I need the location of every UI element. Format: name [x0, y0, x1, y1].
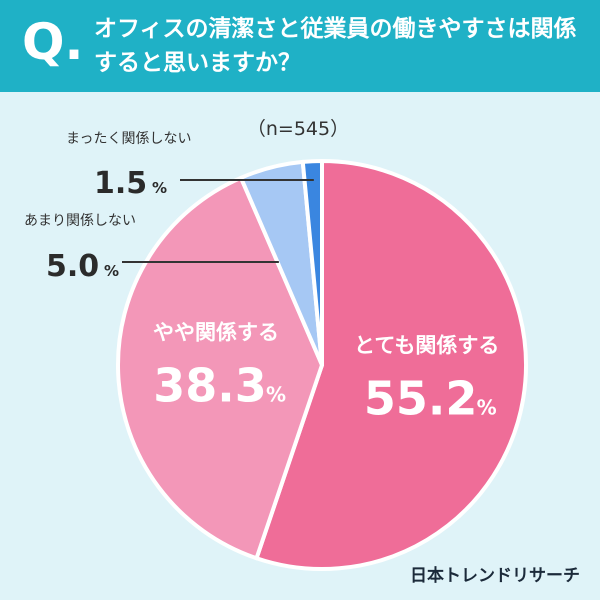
slice-label-name-2: あまり関係しない — [24, 213, 136, 229]
slice-label-value-2: 5.0 — [46, 249, 99, 284]
sample-size: （n=545） — [247, 118, 349, 140]
question-header: Q. オフィスの清潔さと従業員の働きやすさは関係すると思いますか？ — [0, 0, 600, 92]
slice-label-unit-0: % — [477, 395, 497, 419]
slice-label-name-1: やや関係する — [153, 320, 279, 344]
pie-slice-1 — [116, 175, 324, 561]
slice-label-value-1: 38.3 — [153, 358, 267, 412]
question-mark: Q. — [22, 13, 84, 71]
slice-label-name-3: まったく関係しない — [66, 131, 191, 147]
slice-label-unit-3: % — [152, 179, 167, 197]
slice-label-name-0: とても関係する — [354, 333, 499, 357]
pie-slice-3 — [300, 159, 324, 367]
slice-label-unit-1: % — [266, 382, 286, 406]
question-text: オフィスの清潔さと従業員の働きやすさは関係すると思いますか？ — [94, 16, 577, 76]
slice-label-value-3: 1.5 — [94, 166, 147, 201]
slice-label-unit-2: % — [104, 262, 119, 280]
brand-logo: 日本トレンドリサーチ — [410, 566, 580, 586]
slice-label-value-0: 55.2 — [364, 371, 478, 425]
